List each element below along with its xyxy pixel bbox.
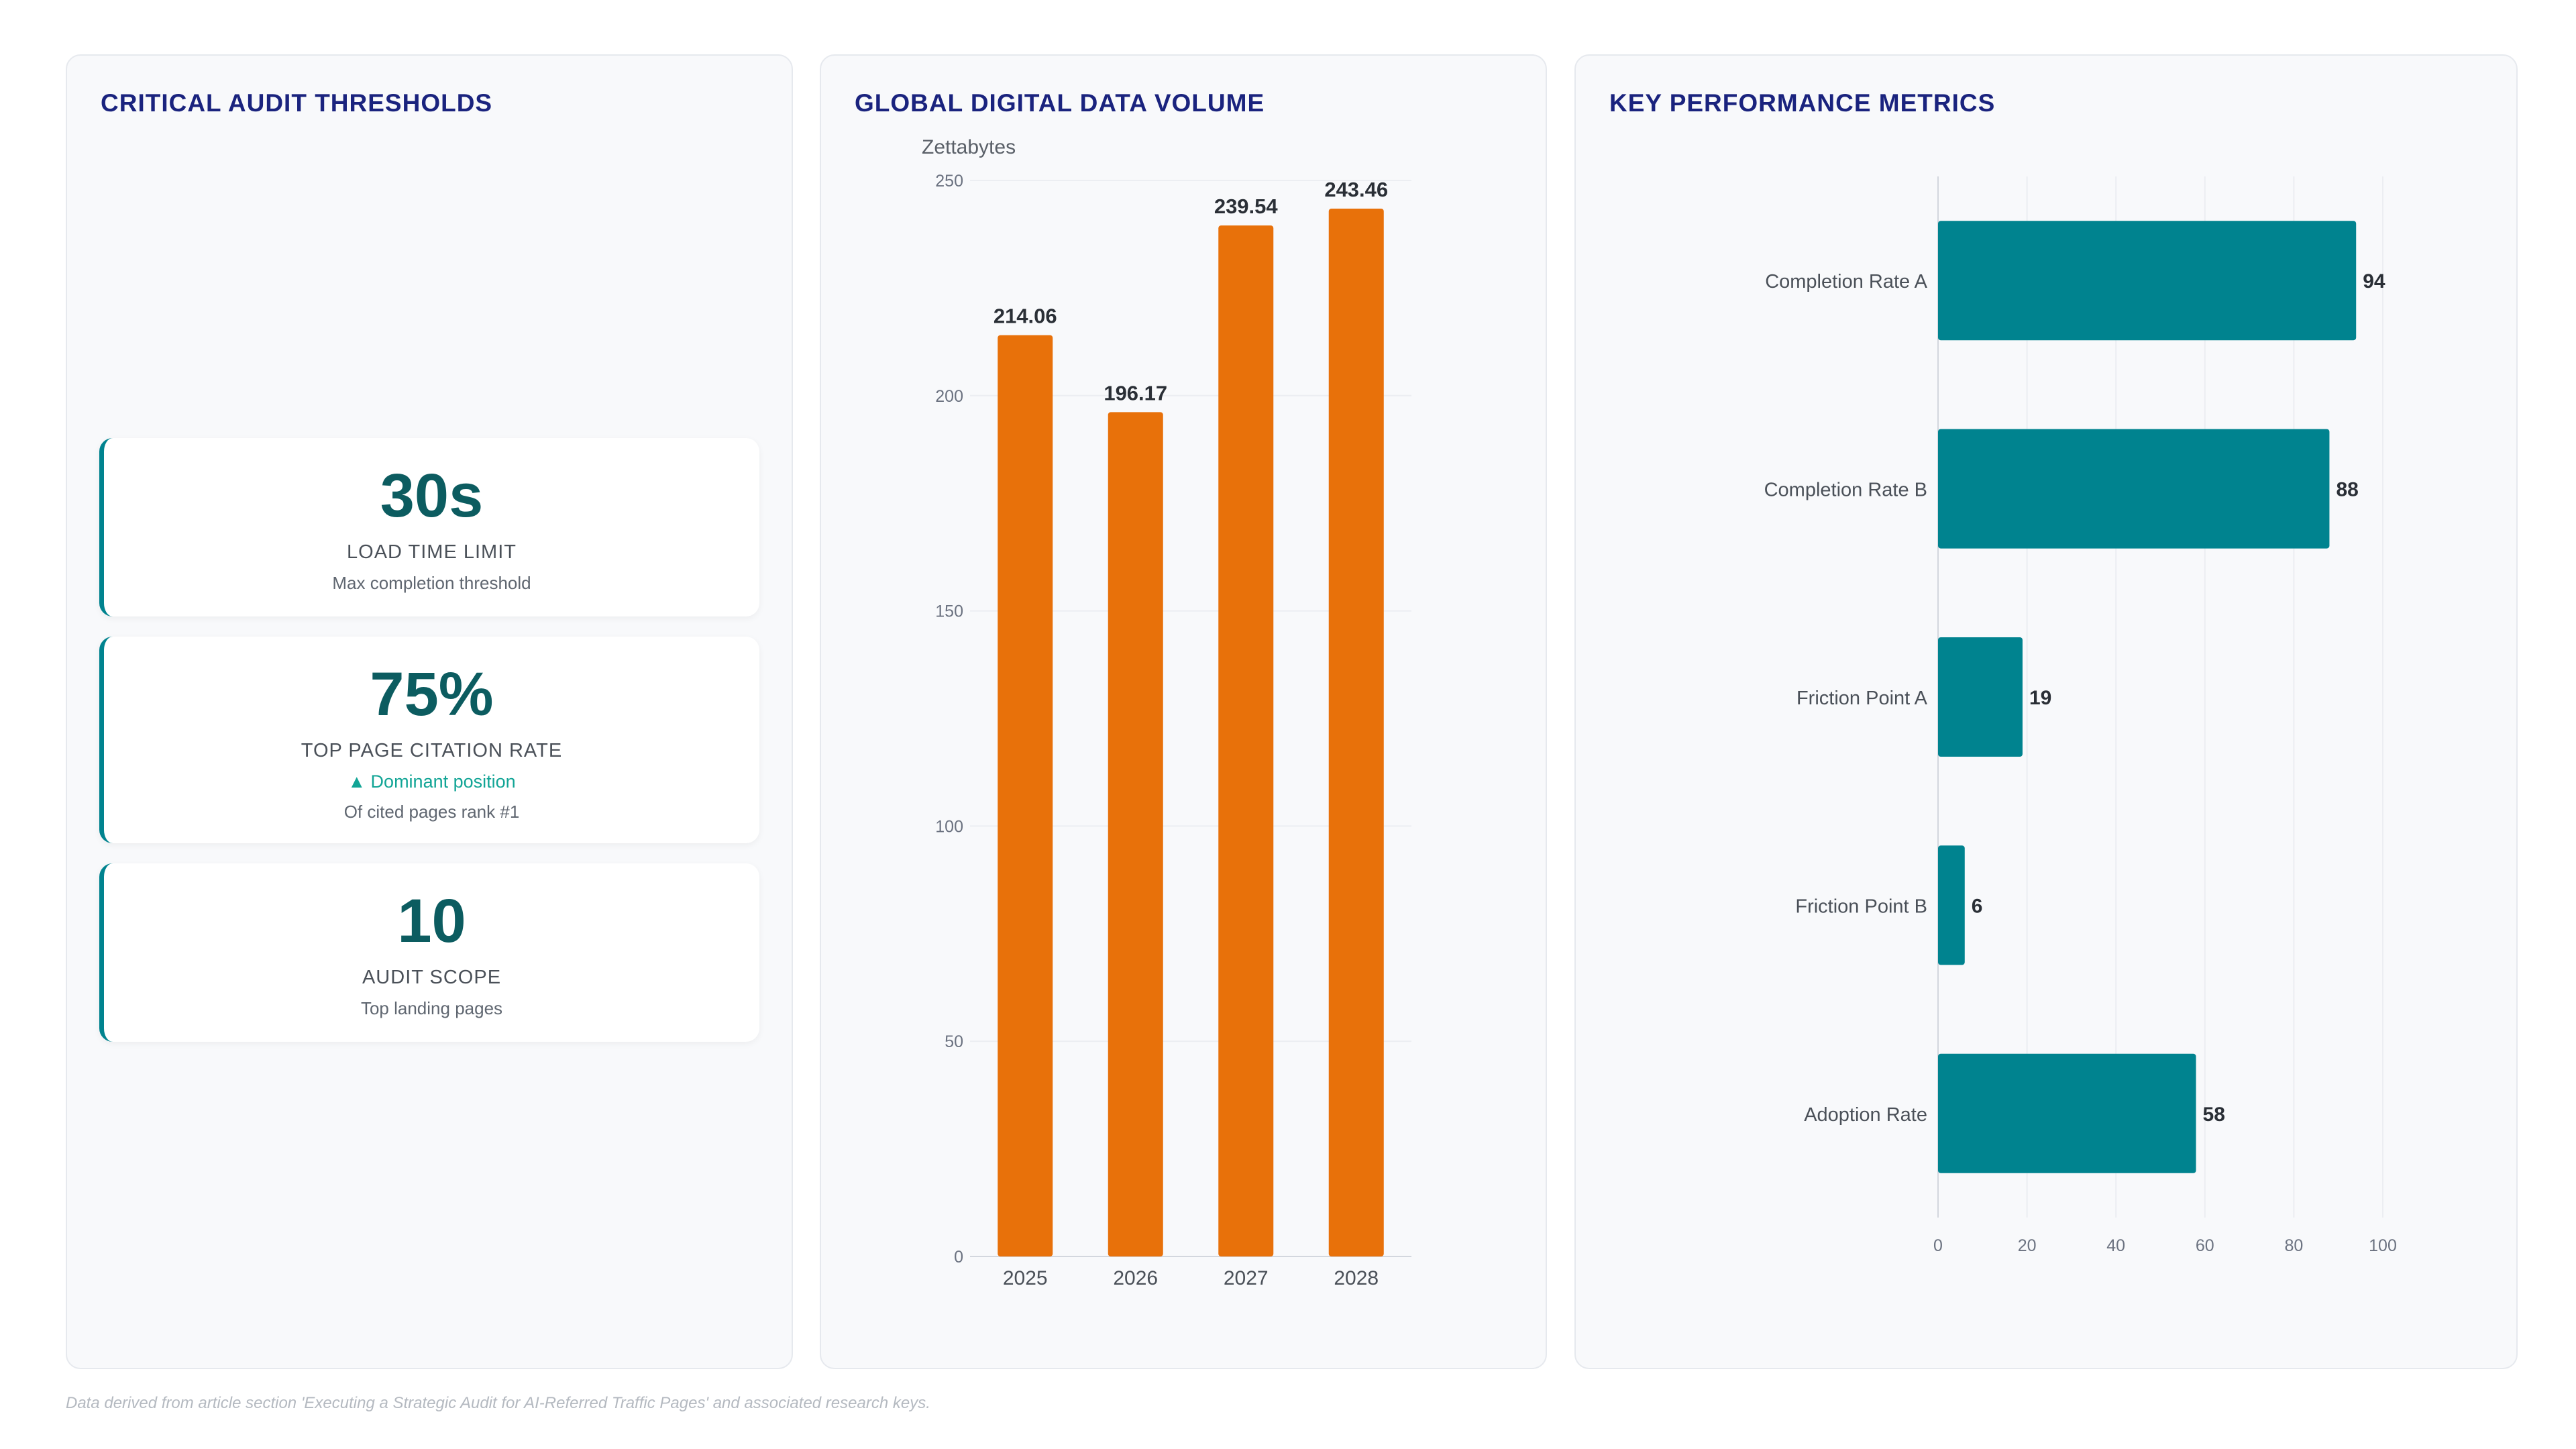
bar-completion-rate-a: [1938, 221, 2357, 341]
kpi-value: 10: [397, 887, 466, 955]
data-label: 214.06: [994, 305, 1057, 328]
bar-2027: [1218, 225, 1274, 1257]
y-tick-label: 50: [945, 1032, 963, 1051]
kpi-value: 30s: [380, 462, 484, 530]
kpi-sub: Top landing pages: [360, 998, 503, 1018]
volume-panel-title: GLOBAL DIGITAL DATA VOLUME: [855, 89, 1265, 117]
data-label: 94: [2363, 270, 2385, 292]
performance-panel-title: KEY PERFORMANCE METRICS: [1609, 89, 1996, 117]
kpi-panel: CRITICAL AUDIT THRESHOLDS 30s LOAD TIME …: [66, 54, 793, 1369]
kpi-label: LOAD TIME LIMIT: [347, 541, 517, 563]
x-tick-label: 60: [2196, 1236, 2214, 1255]
data-label: 6: [1972, 895, 1983, 917]
x-tick-label: 2025: [1003, 1267, 1048, 1289]
x-tick-label: 2028: [1334, 1267, 1379, 1289]
performance-chart: 0 20 40 60 80 100 94 Completion Rate A 88 Complet…: [1764, 176, 2397, 1255]
data-label: 19: [2029, 687, 2051, 709]
bar-2028: [1328, 208, 1384, 1256]
x-tick-label: 2027: [1224, 1267, 1269, 1289]
y-tick-label: Friction Point A: [1796, 688, 1928, 709]
kpi-value: 75%: [370, 660, 494, 729]
bar-adoption-rate: [1938, 1053, 2196, 1173]
x-tick-label: 2026: [1113, 1267, 1158, 1289]
y-tick-label: 200: [935, 387, 963, 406]
y-tick-label: Friction Point B: [1795, 896, 1927, 917]
y-tick-label: 100: [935, 817, 963, 836]
kpi-trend: ▲ Dominant position: [347, 771, 516, 792]
bar-friction-point-b: [1938, 845, 1965, 965]
kpi-label: AUDIT SCOPE: [362, 967, 502, 988]
performance-panel: KEY PERFORMANCE METRICS 0 20 40 60 80 100 94 Co…: [1574, 54, 2518, 1369]
y-tick-label: Completion Rate B: [1764, 480, 1927, 501]
y-tick-label: 0: [954, 1248, 963, 1267]
bar-2025: [998, 335, 1053, 1256]
data-label: 58: [2203, 1104, 2225, 1126]
kpi-sub: Max completion threshold: [332, 573, 531, 593]
volume-panel: GLOBAL DIGITAL DATA VOLUME Zettabytes 0 50…: [820, 54, 1547, 1369]
kpi-sub: Of cited pages rank #1: [343, 802, 520, 822]
y-tick-label: Completion Rate A: [1765, 271, 1927, 292]
volume-chart: Zettabytes 0 50 100 150 200 250 214.06 2025 196.1…: [922, 136, 1411, 1289]
x-tick-label: 100: [2369, 1236, 2397, 1255]
y-tick-label: Adoption Rate: [1804, 1104, 1927, 1126]
x-tick-label: 40: [2106, 1236, 2125, 1255]
data-label: 239.54: [1214, 195, 1279, 218]
y-axis-label: Zettabytes: [922, 136, 1016, 158]
data-label: 243.46: [1324, 178, 1388, 201]
y-tick-label: 250: [935, 172, 963, 191]
kpi-card-load-time: 30s LOAD TIME LIMIT Max completion thres…: [99, 438, 759, 616]
bar-friction-point-a: [1938, 637, 2023, 757]
kpi-card-audit-scope: 10 AUDIT SCOPE Top landing pages: [99, 863, 759, 1042]
y-tick-label: 150: [935, 602, 963, 621]
kpi-card-citation-rate: 75% TOP PAGE CITATION RATE ▲ Dominant po…: [99, 637, 759, 843]
bar-2026: [1108, 412, 1163, 1256]
x-tick-label: 20: [2018, 1236, 2037, 1255]
data-label: 196.17: [1104, 381, 1167, 405]
x-tick-label: 80: [2284, 1236, 2303, 1255]
footer-note: Data derived from article section 'Execu…: [66, 1394, 930, 1412]
kpi-panel-title: CRITICAL AUDIT THRESHOLDS: [101, 89, 493, 117]
kpi-label: TOP PAGE CITATION RATE: [301, 740, 563, 761]
bar-completion-rate-b: [1938, 429, 2330, 549]
data-label: 88: [2336, 479, 2358, 501]
x-tick-label: 0: [1933, 1236, 1943, 1255]
